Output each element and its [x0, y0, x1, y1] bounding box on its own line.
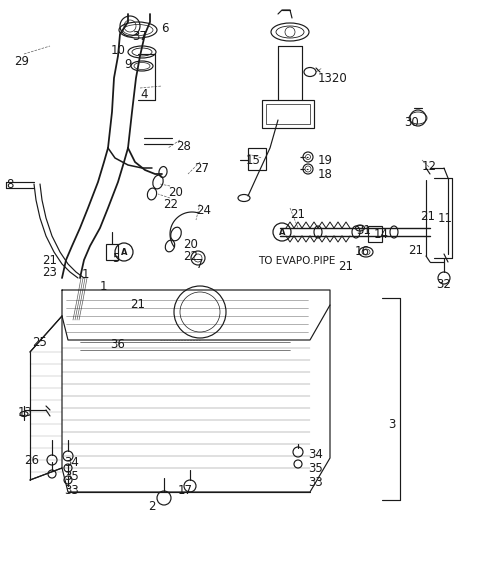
Bar: [266, 104, 310, 124]
Text: 35: 35: [64, 470, 79, 483]
Text: 21: 21: [408, 244, 423, 257]
Bar: [368, 226, 382, 242]
Text: 21: 21: [290, 208, 305, 221]
Text: 1: 1: [100, 280, 108, 293]
Text: 34: 34: [308, 448, 323, 461]
Text: 7: 7: [196, 258, 204, 271]
Text: 33: 33: [308, 476, 323, 489]
Text: 25: 25: [32, 336, 47, 349]
Text: 20: 20: [168, 186, 183, 199]
Text: 37: 37: [132, 30, 147, 43]
Text: A: A: [121, 247, 127, 256]
Text: 12: 12: [422, 160, 437, 173]
Text: 32: 32: [436, 278, 451, 291]
Text: 17: 17: [178, 484, 193, 497]
Text: 22: 22: [163, 198, 178, 211]
Text: 14: 14: [374, 228, 389, 241]
Text: 21: 21: [130, 298, 145, 311]
Text: 1: 1: [82, 268, 89, 281]
Text: 22: 22: [183, 250, 198, 263]
Text: 9: 9: [124, 58, 132, 71]
Text: 27: 27: [194, 162, 209, 175]
Text: 19: 19: [318, 154, 333, 167]
Text: 24: 24: [196, 204, 211, 217]
Text: 5: 5: [112, 252, 120, 265]
Text: 16: 16: [355, 245, 370, 258]
Text: 15: 15: [246, 154, 261, 167]
Text: 11: 11: [438, 212, 453, 225]
Text: 36: 36: [110, 338, 125, 351]
Text: 8: 8: [6, 178, 13, 191]
Text: 30: 30: [404, 116, 419, 129]
Text: 21: 21: [420, 210, 435, 223]
Text: 26: 26: [24, 454, 39, 467]
Text: 31: 31: [356, 224, 371, 237]
Text: A: A: [279, 228, 285, 237]
Text: 21: 21: [338, 260, 353, 273]
Text: 4: 4: [140, 88, 147, 101]
Text: 33: 33: [64, 484, 79, 497]
Bar: [106, 244, 118, 260]
Text: 1320: 1320: [318, 72, 348, 85]
Text: 35: 35: [308, 462, 323, 475]
Text: 34: 34: [64, 456, 79, 469]
Text: 29: 29: [14, 55, 29, 68]
Bar: [248, 148, 266, 170]
Text: 10: 10: [111, 44, 126, 57]
Text: TO EVAPO.PIPE: TO EVAPO.PIPE: [258, 256, 336, 266]
Bar: [262, 100, 314, 128]
Text: 18: 18: [318, 168, 333, 181]
Text: 23: 23: [42, 266, 57, 279]
Text: 13: 13: [18, 406, 33, 419]
Text: 2: 2: [148, 500, 156, 513]
Text: 21: 21: [42, 254, 57, 267]
Text: 6: 6: [161, 22, 168, 35]
Text: 3: 3: [388, 418, 396, 431]
Text: 20: 20: [183, 238, 198, 251]
Text: 28: 28: [176, 140, 191, 153]
